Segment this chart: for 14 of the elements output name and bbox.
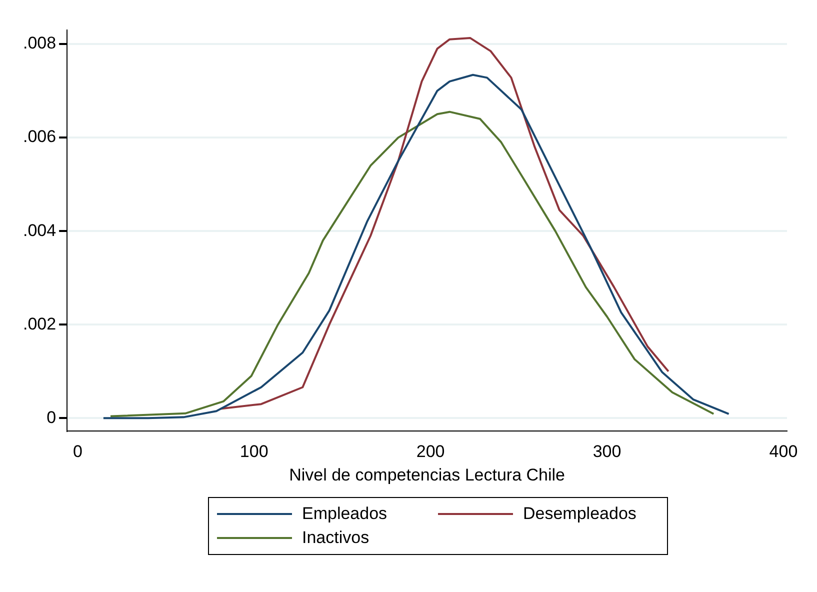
legend-label: Inactivos: [302, 528, 370, 548]
x-tick-label: 200: [416, 442, 445, 462]
y-tick-label: .002: [22, 314, 56, 334]
x-tick-label: 300: [592, 442, 622, 462]
legend-label: Desempleados: [523, 504, 636, 524]
x-tick-label: 400: [769, 442, 798, 462]
y-tick-label: .004: [22, 220, 56, 240]
y-tick-label: 0: [46, 408, 56, 427]
x-axis-title: Nivel de competencias Lectura Chile: [289, 465, 566, 484]
y-tick-label: .006: [22, 127, 56, 146]
y-tick-label: .008: [22, 34, 56, 53]
x-tick-label: 100: [240, 442, 268, 462]
legend-label: Empleados: [302, 504, 388, 524]
x-tick-label: 0: [72, 442, 82, 462]
